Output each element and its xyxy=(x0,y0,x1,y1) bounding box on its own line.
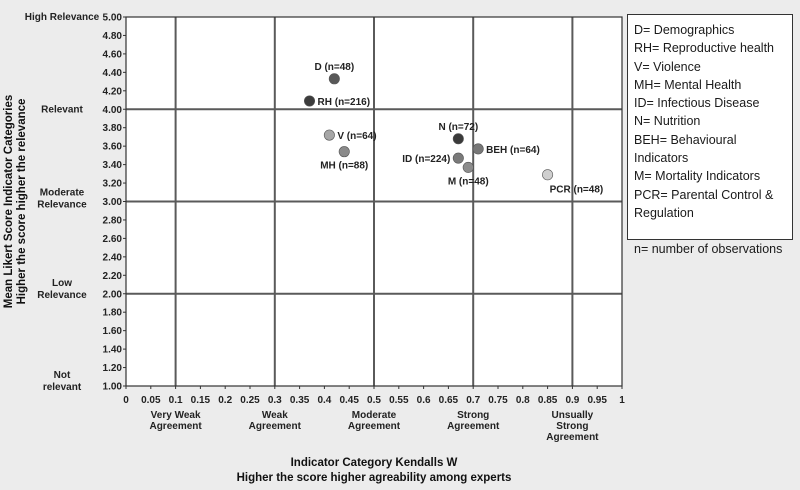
x-tick-label: 0.45 xyxy=(339,395,359,406)
y-tick-label: 2.00 xyxy=(103,289,123,300)
y-tick-label: 2.20 xyxy=(103,271,123,282)
x-tick-label: 0.6 xyxy=(417,395,431,406)
x-category-label: Strong xyxy=(556,421,588,432)
y-tick-label: 4.80 xyxy=(103,31,123,42)
legend-item-violence: V= Violence xyxy=(634,59,701,74)
y-category-label: Not xyxy=(54,370,71,381)
data-label: BEH (n=64) xyxy=(486,145,540,156)
data-point xyxy=(338,146,350,158)
y-tick-label: 4.60 xyxy=(103,49,123,60)
y-tick-label: 1.20 xyxy=(103,363,123,374)
y-category-label: Relevant xyxy=(41,104,83,115)
legend-item-mortality: M= Mortality Indicators xyxy=(634,169,761,184)
y-tick-label: 3.40 xyxy=(103,160,123,171)
legend-item-behavioural: BEH= Behavioural Indicators xyxy=(634,132,737,166)
y-axis-title: Mean Likert Score Indicator Categories xyxy=(3,95,15,308)
data-label: PCR (n=48) xyxy=(550,185,604,196)
y-tick-label: 2.60 xyxy=(103,234,123,245)
data-point xyxy=(472,143,484,155)
data-label: V (n=64) xyxy=(337,131,376,142)
data-point xyxy=(304,95,316,107)
data-point xyxy=(328,73,340,85)
x-category-label: Strong xyxy=(457,410,489,421)
x-tick-label: 0.4 xyxy=(317,395,331,406)
x-tick-label: 0.15 xyxy=(191,395,211,406)
y-tick-label: 2.40 xyxy=(103,252,123,263)
x-category-label: Agreement xyxy=(348,421,401,432)
y-category-label: High Relevance xyxy=(25,12,100,23)
x-tick-label: 0.9 xyxy=(565,395,579,406)
x-tick-label: 0.25 xyxy=(240,395,260,406)
x-tick-label: 0.65 xyxy=(439,395,459,406)
x-tick-label: 0 xyxy=(123,395,129,406)
x-tick-label: 0.7 xyxy=(466,395,480,406)
y-tick-label: 1.00 xyxy=(103,382,123,393)
y-tick-label: 3.60 xyxy=(103,142,123,153)
data-label: M (n=48) xyxy=(448,176,489,187)
legend-item-regulation: Regulation xyxy=(634,205,694,220)
legend: D= Demographics RH= Reproductive health … xyxy=(627,14,793,256)
x-category-label: Weak xyxy=(262,410,288,421)
y-tick-label: 1.60 xyxy=(103,326,123,337)
x-tick-label: 0.85 xyxy=(538,395,558,406)
y-tick-label: 5.00 xyxy=(103,13,123,24)
y-tick-label: 2.80 xyxy=(103,215,123,226)
x-tick-label: 0.1 xyxy=(169,395,183,406)
x-tick-label: 0.55 xyxy=(389,395,409,406)
x-category-label: Agreement xyxy=(447,421,500,432)
data-point xyxy=(323,129,335,141)
x-category-label: Agreement xyxy=(249,421,302,432)
data-label: D (n=48) xyxy=(314,62,354,73)
y-tick-label: 1.40 xyxy=(103,345,123,356)
legend-item-mental-health: MH= Mental Health xyxy=(634,77,742,92)
x-tick-label: 0.95 xyxy=(587,395,607,406)
data-point xyxy=(452,152,464,164)
x-category-label: Very Weak xyxy=(151,410,201,421)
y-axis-subtitle: Higher the score higher the relevance xyxy=(16,99,28,305)
legend-item-infectious-disease: ID= Infectious Disease xyxy=(634,96,760,111)
x-category-label: Moderate xyxy=(352,410,397,421)
legend-item-nutrition: N= Nutrition xyxy=(634,114,701,129)
data-label: ID (n=224) xyxy=(402,154,450,165)
data-point xyxy=(452,133,464,145)
y-tick-label: 4.00 xyxy=(103,105,123,116)
y-tick-label: 3.80 xyxy=(103,123,123,134)
legend-item-parental-control: PCR= Parental Control & xyxy=(634,187,774,202)
x-tick-label: 0.3 xyxy=(268,395,282,406)
legend-item-demographics: D= Demographics xyxy=(634,23,735,37)
x-tick-label: 0.8 xyxy=(516,395,530,406)
y-category-label: Relevance xyxy=(37,200,87,211)
data-label: N (n=72) xyxy=(438,122,478,133)
data-point xyxy=(462,161,474,173)
x-axis-subtitle: Higher the score higher agreability amon… xyxy=(237,472,512,484)
data-label: RH (n=216) xyxy=(318,97,371,108)
x-axis-title: Indicator Category Kendalls W xyxy=(291,457,458,469)
data-label: MH (n=88) xyxy=(320,161,368,172)
y-tick-label: 3.00 xyxy=(103,197,123,208)
y-tick-label: 3.20 xyxy=(103,179,123,190)
y-tick-label: 4.20 xyxy=(103,86,123,97)
x-tick-label: 0.05 xyxy=(141,395,161,406)
y-category-label: Relevance xyxy=(37,290,87,301)
y-category-label: Low xyxy=(52,278,72,289)
x-tick-label: 0.35 xyxy=(290,395,310,406)
y-category-label: Moderate xyxy=(40,188,85,199)
x-category-label: Unsually xyxy=(552,410,594,421)
x-tick-label: 0.5 xyxy=(367,395,381,406)
legend-item-reproductive-health: RH= Reproductive health xyxy=(634,41,775,56)
y-tick-label: 4.40 xyxy=(103,68,123,79)
data-point xyxy=(542,169,554,181)
legend-note: n= number of observations xyxy=(634,242,783,257)
x-tick-label: 0.2 xyxy=(218,395,232,406)
y-tick-label: 1.80 xyxy=(103,308,123,319)
x-category-label: Agreement xyxy=(546,432,599,443)
x-category-label: Agreement xyxy=(149,421,202,432)
x-tick-label: 0.75 xyxy=(488,395,508,406)
y-category-label: relevant xyxy=(43,382,82,393)
x-tick-label: 1 xyxy=(619,395,625,406)
